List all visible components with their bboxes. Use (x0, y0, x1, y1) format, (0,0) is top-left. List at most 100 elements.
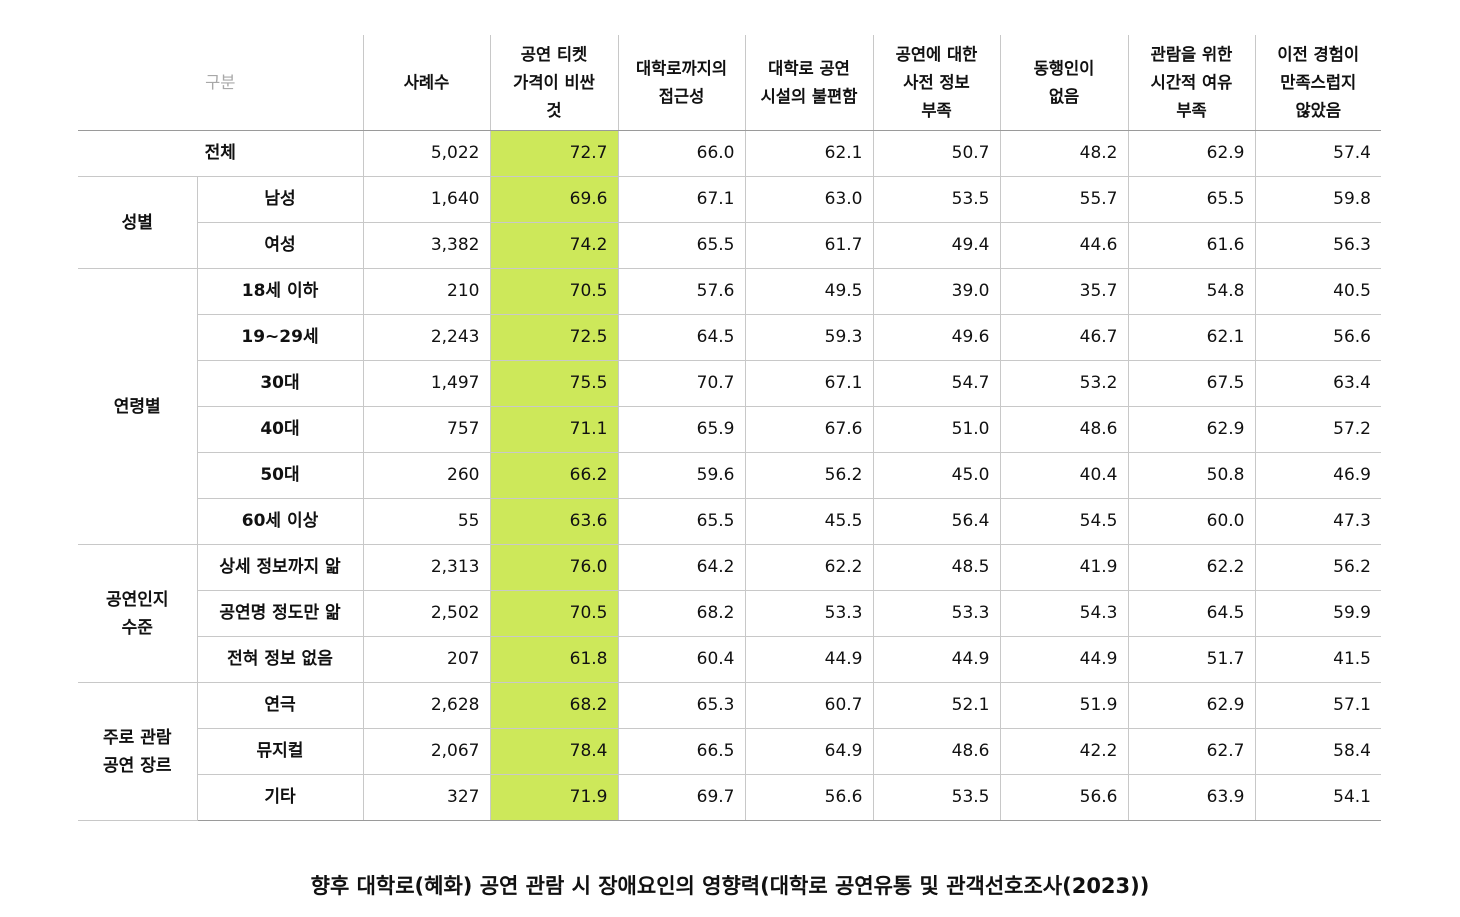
cell-value: 62.2 (1127, 544, 1255, 591)
cell-value: 49.6 (872, 314, 1000, 361)
cell-value: 68.2 (617, 590, 745, 637)
table-row-total: 전체 5,022 72.7 66.0 62.1 50.7 48.2 62.9 57.4 (78, 130, 1381, 177)
cell-value: 50.7 (872, 130, 1000, 177)
cell-value: 67.1 (744, 360, 873, 407)
column-header-line: 없음 (1048, 86, 1080, 106)
cell-value: 63.4 (1254, 360, 1381, 407)
cell-sample-size: 207 (362, 636, 490, 683)
cell-sample-size: 2,067 (362, 728, 490, 775)
column-header-line: 접근성 (658, 86, 705, 106)
column-header: 동행인이 없음 (999, 35, 1128, 131)
cell-value: 41.9 (999, 544, 1128, 591)
cell-value: 65.5 (617, 222, 745, 269)
cell-value: 64.5 (1127, 590, 1255, 637)
cell-value: 75.5 (489, 360, 618, 407)
row-label: 50대 (196, 452, 363, 499)
table-row: 19~29세 2,243 72.5 64.5 59.3 49.6 46.7 62.1 56.6 (78, 314, 1381, 361)
cell-value: 61.8 (489, 636, 618, 683)
group-label-line: 수준 (121, 617, 153, 638)
column-header: 관람을 위한 시간적 여유 부족 (1127, 35, 1255, 131)
cell-value: 56.6 (1254, 314, 1381, 361)
cell-sample-size: 260 (362, 452, 490, 499)
cell-value: 44.9 (999, 636, 1128, 683)
cell-value: 57.4 (1254, 130, 1381, 177)
column-header-line: 시설의 불편함 (760, 86, 858, 106)
cell-value: 54.5 (999, 498, 1128, 545)
row-label: 뮤지컬 (196, 728, 363, 775)
cell-value: 44.9 (872, 636, 1000, 683)
cell-value: 39.0 (872, 268, 1000, 315)
column-header: 이전 경험이 만족스럽지 않았음 (1254, 35, 1381, 131)
column-header-line: 것 (546, 100, 562, 120)
cell-value: 42.2 (999, 728, 1128, 775)
cell-value: 49.4 (872, 222, 1000, 269)
cell-value: 44.6 (999, 222, 1128, 269)
cell-value: 63.0 (744, 176, 873, 223)
cell-value: 62.9 (1127, 130, 1255, 177)
cell-value: 57.6 (617, 268, 745, 315)
cell-sample-size: 2,243 (362, 314, 490, 361)
table-row: 공연명 정도만 앎 2,502 70.5 68.2 53.3 53.3 54.3 64.5 59… (78, 590, 1381, 637)
cell-value: 62.7 (1127, 728, 1255, 775)
table-row: 50대 260 66.2 59.6 56.2 45.0 40.4 50.8 46.9 (78, 452, 1381, 499)
column-header: 공연 티켓 가격이 비싼 것 (489, 35, 618, 131)
row-label: 기타 (196, 774, 363, 821)
cell-value: 46.9 (1254, 452, 1381, 499)
cell-value: 72.7 (489, 130, 618, 177)
cell-sample-size: 1,497 (362, 360, 490, 407)
cell-value: 53.3 (872, 590, 1000, 637)
cell-sample-size: 2,313 (362, 544, 490, 591)
cell-value: 48.6 (872, 728, 1000, 775)
cell-value: 48.5 (872, 544, 1000, 591)
cell-value: 56.3 (1254, 222, 1381, 269)
cell-value: 35.7 (999, 268, 1128, 315)
cell-value: 47.3 (1254, 498, 1381, 545)
cell-value: 60.0 (1127, 498, 1255, 545)
cell-value: 69.7 (617, 774, 745, 821)
cell-value: 52.1 (872, 682, 1000, 729)
table-caption: 향후 대학로(혜화) 공연 관람 시 장애요인의 영향력(대학로 공연유통 및 … (310, 874, 1150, 898)
column-header-line: 부족 (921, 100, 952, 120)
cell-value: 60.7 (744, 682, 873, 729)
table-body: 전체 5,022 72.7 66.0 62.1 50.7 48.2 62.9 57.4 성별 남성 1… (78, 130, 1381, 821)
cell-value: 55.7 (999, 176, 1128, 223)
cell-value: 54.7 (872, 360, 1000, 407)
cell-value: 66.5 (617, 728, 745, 775)
row-label: 남성 (196, 176, 363, 223)
cell-value: 65.9 (617, 406, 745, 453)
row-label: 40대 (196, 406, 363, 453)
row-label: 상세 정보까지 앎 (196, 544, 363, 591)
cell-value: 59.6 (617, 452, 745, 499)
cell-sample-size: 210 (362, 268, 490, 315)
group-label-line: 공연인지 (105, 589, 169, 610)
cell-value: 59.3 (744, 314, 873, 361)
cell-sample-size: 55 (362, 498, 490, 545)
cell-value: 48.2 (999, 130, 1128, 177)
row-label: 전혀 정보 없음 (196, 636, 363, 683)
group-label-line: 성별 (121, 212, 153, 233)
cell-value: 45.5 (744, 498, 873, 545)
cell-value: 56.6 (744, 774, 873, 821)
table-row: 여성 3,382 74.2 65.5 61.7 49.4 44.6 61.6 56.3 (78, 222, 1381, 269)
table-row: 40대 757 71.1 65.9 67.6 51.0 48.6 62.9 57.2 (78, 406, 1381, 453)
cell-value: 53.3 (744, 590, 873, 637)
cell-value: 56.2 (744, 452, 873, 499)
cell-value: 67.1 (617, 176, 745, 223)
cell-value: 64.9 (744, 728, 873, 775)
cell-value: 56.4 (872, 498, 1000, 545)
cell-value: 59.9 (1254, 590, 1381, 637)
cell-value: 65.5 (1127, 176, 1255, 223)
row-label: 공연명 정도만 앎 (196, 590, 363, 637)
row-label: 19~29세 (196, 314, 363, 361)
cell-value: 57.2 (1254, 406, 1381, 453)
cell-value: 66.2 (489, 452, 618, 499)
cell-value: 54.1 (1254, 774, 1381, 821)
table-row: 기타 327 71.9 69.7 56.6 53.5 56.6 63.9 54.1 (78, 774, 1381, 821)
column-header: 공연에 대한 사전 정보 부족 (872, 35, 1000, 131)
column-header: 대학로까지의 접근성 (617, 35, 745, 131)
cell-sample-size: 2,502 (362, 590, 490, 637)
column-header-line: 사전 정보 (903, 72, 970, 92)
cell-value: 62.2 (744, 544, 873, 591)
cell-value: 49.5 (744, 268, 873, 315)
cell-value: 51.7 (1127, 636, 1255, 683)
